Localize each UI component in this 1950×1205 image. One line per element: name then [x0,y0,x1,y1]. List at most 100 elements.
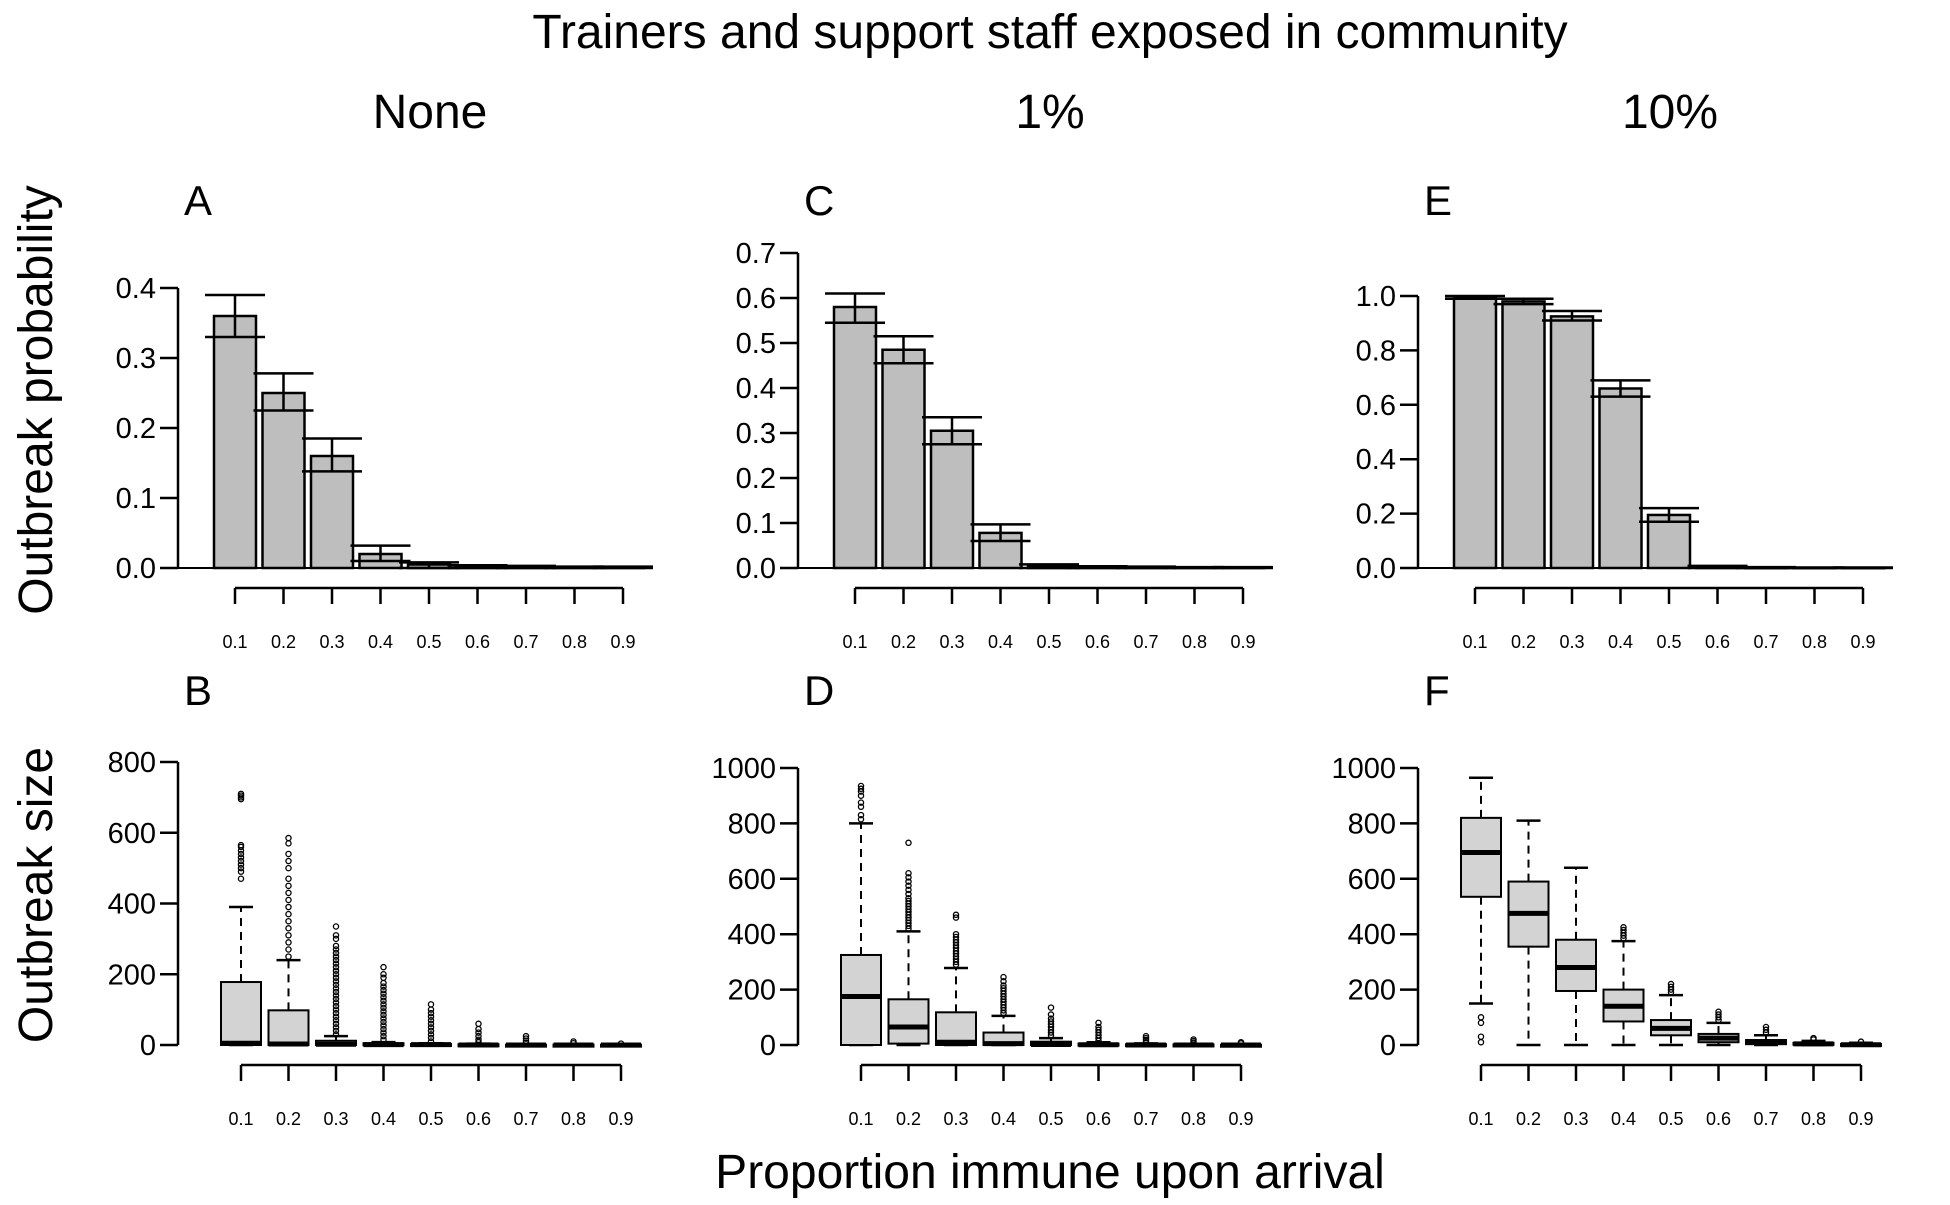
outlier-point [475,1036,482,1043]
y-tick-label: 0.2 [116,413,156,445]
x-tick-label: 0.3 [319,632,344,652]
outlier-point [380,1008,387,1015]
box [887,998,930,1045]
outlier-point [1095,1019,1102,1027]
outlier-point [905,874,912,881]
outlier-point [905,897,912,905]
outlier-point [475,1038,482,1046]
outlier-point [475,1029,482,1036]
outlier-point [1620,924,1627,931]
y-tick-label: 0.4 [1356,444,1396,476]
outlier-point [237,864,245,872]
outlier-point [427,1020,435,1028]
outlier-point [285,857,292,865]
outlier-point [332,923,340,930]
outlier-point [380,986,387,994]
outlier-point [475,1032,482,1040]
x-tick-label: 0.8 [1801,1109,1826,1129]
x-tick-label: 0.4 [368,632,393,652]
outlier-point [332,935,340,943]
x-tick-label: 0.9 [1850,632,1875,652]
column-title-none: None [373,86,488,139]
outlier-point [380,1001,387,1008]
x-tick-label: 0.3 [1563,1109,1588,1129]
outlier-point [380,1029,387,1036]
panel-letter: F [1424,667,1450,714]
x-tick-label: 0.7 [1133,632,1158,652]
bar [929,429,975,570]
outlier-point [1237,1038,1245,1046]
outlier-point [1477,1038,1485,1046]
panel-a: A 0.0 0.1 0.2 0.3 0.4 0.1 0.2 0.3 0.4 0.5 0.6 0.7 0.8… [116,177,653,652]
x-tick-label: 0.6 [466,1109,491,1129]
outlier-point [570,1038,577,1045]
outlier-point [1190,1036,1197,1043]
bar [261,391,306,570]
outlier-point [285,850,292,858]
box [1460,816,1502,898]
outlier-point [380,1015,387,1022]
x-tick-label: 0.7 [513,632,538,652]
outlier-point [332,1027,340,1035]
x-tick-label: 0.6 [1705,632,1730,652]
outlier-point [332,942,340,950]
outlier-point [952,911,960,919]
outlier-point [427,1038,435,1045]
outlier-point [380,963,387,971]
x-axis-label: Proportion immune upon arrival [715,1146,1385,1199]
x-tick-label: 0.7 [1753,632,1778,652]
y-tick-label: 0.3 [116,343,156,375]
outlier-point [1667,983,1675,991]
outlier-point [857,815,865,823]
outlier-point [905,839,912,847]
outlier-point [1095,1023,1102,1031]
y-tick-label: 200 [1348,975,1396,1007]
outlier-point [332,932,340,939]
x-tick-label: 0.4 [371,1109,396,1129]
panel-d: D 0 200 400 600 800 1000 0.1 0.2 0.3 0.4 0.5 0.6 0.7 0… [711,667,1262,1129]
outlier-point [332,978,340,985]
outlier-point [952,933,960,941]
outlier-point [427,1024,435,1031]
panel-c: C 0.0 0.1 0.2 0.3 0.4 0.5 0.6 0.7 0.1 0.2 0.3 0.4 0.5… [736,177,1273,652]
outlier-point [285,896,292,904]
y-tick-label: 0 [1380,1030,1396,1062]
outlier-point [237,861,245,868]
outlier-point [1047,1018,1055,1025]
outlier-point [332,1031,340,1038]
x-tick-label: 0.7 [513,1109,538,1129]
y-tick-label: 1000 [1331,753,1396,785]
outlier-point [1857,1038,1865,1045]
outlier-point [332,1002,340,1010]
x-tick-label: 0.1 [222,632,247,652]
outlier-point [1715,1011,1722,1018]
outlier-point [332,988,340,996]
y-tick-label: 200 [108,959,156,991]
x-tick-label: 0.6 [465,632,490,652]
panel-e: E 0.0 0.2 0.4 0.6 0.8 1.0 0.1 0.2 0.3 0.4 0.5 0.6 0.7… [1356,177,1893,652]
x-tick-label: 0.4 [991,1109,1016,1129]
column-title-1pct: 1% [1015,86,1084,139]
y-tick-label: 200 [728,975,776,1007]
x-tick-label: 0.4 [1611,1109,1636,1129]
outlier-point [380,1018,387,1026]
column-title-10pct: 10% [1622,86,1718,139]
outlier-point [427,1009,435,1017]
outlier-point [857,785,865,793]
x-tick-label: 0.9 [608,1109,633,1129]
outlier-point [427,1006,435,1013]
outlier-point [380,979,387,987]
outlier-point [380,1032,387,1040]
x-tick-label: 0.2 [1516,1109,1541,1129]
outlier-point [285,939,292,946]
outlier-point [332,1013,340,1020]
outlier-point [857,811,865,819]
outlier-point [1477,1014,1485,1021]
outlier-point [905,886,912,894]
outlier-point [285,882,292,890]
x-tick-label: 0.8 [1182,632,1207,652]
outlier-point [332,967,340,974]
outlier-point [857,803,865,811]
x-tick-label: 0.4 [988,632,1013,652]
outlier-point [285,932,292,939]
